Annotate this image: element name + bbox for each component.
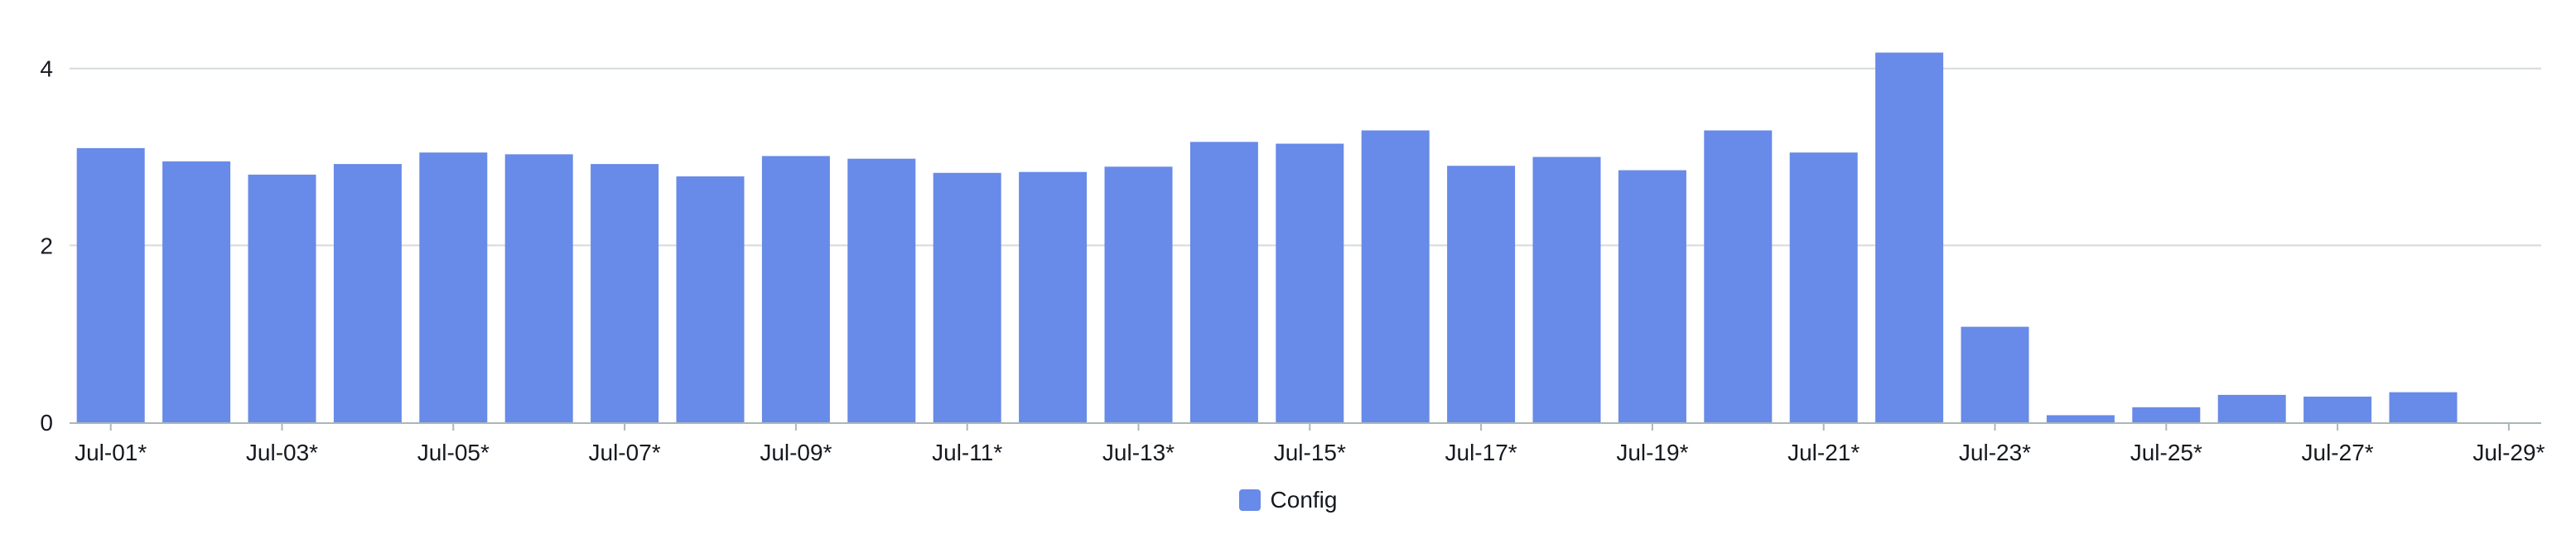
bar-jul-19[interactable] — [1618, 170, 1686, 422]
bar-jul-22[interactable] — [1875, 52, 1944, 423]
y-tick-label: 0 — [40, 410, 53, 436]
bar-jul-26[interactable] — [2217, 394, 2286, 422]
bar-jul-03[interactable] — [248, 174, 316, 422]
bar-jul-07[interactable] — [591, 164, 659, 422]
bar-jul-23[interactable] — [1961, 326, 2029, 422]
bar-jul-06[interactable] — [504, 154, 573, 422]
bar-jul-08[interactable] — [676, 176, 745, 422]
bar-jul-02[interactable] — [162, 161, 231, 423]
bar-jul-21[interactable] — [1789, 152, 1858, 423]
x-tick-label: Jul-21* — [1787, 440, 1860, 465]
x-tick-label: Jul-01* — [75, 440, 147, 465]
x-tick-label: Jul-11* — [932, 440, 1002, 465]
bar-jul-15[interactable] — [1276, 143, 1344, 423]
bar-jul-04[interactable] — [333, 164, 402, 422]
x-tick-label: Jul-09* — [760, 440, 832, 465]
x-tick-label: Jul-05* — [417, 440, 490, 465]
bar-jul-17[interactable] — [1447, 166, 1516, 422]
bar-jul-18[interactable] — [1532, 156, 1601, 422]
axes: 0 2 4 Jul-01* Jul-03* Jul-05* Jul-07* Jul-09* Ju… — [40, 56, 2545, 465]
bar-jul-25[interactable] — [2132, 407, 2201, 422]
y-tick-label: 2 — [40, 233, 53, 258]
bar-jul-11[interactable] — [933, 172, 1001, 423]
x-tick-label: Jul-03* — [246, 440, 318, 465]
bar-jul-20[interactable] — [1704, 130, 1773, 423]
x-tick-label: Jul-15* — [1274, 440, 1346, 465]
bar-jul-12[interactable] — [1019, 171, 1088, 423]
bar-jul-27[interactable] — [2303, 397, 2372, 422]
bar-jul-13[interactable] — [1104, 166, 1173, 422]
bar-jul-28[interactable] — [2389, 392, 2458, 422]
x-tick-label: Jul-07* — [589, 440, 661, 465]
bar-jul-01[interactable] — [76, 147, 145, 422]
x-tick-label: Jul-27* — [2302, 440, 2374, 465]
legend-label-config: Config — [1270, 487, 1338, 513]
x-tick-label: Jul-23* — [1959, 440, 2031, 465]
x-tick-label: Jul-25* — [2130, 440, 2202, 465]
bar-series-config — [76, 52, 2458, 423]
bar-jul-16[interactable] — [1361, 130, 1430, 423]
chart-legend[interactable]: Config — [0, 487, 2576, 513]
x-tick-label: Jul-13* — [1102, 440, 1175, 465]
bar-jul-24[interactable] — [2046, 415, 2115, 422]
bar-jul-09[interactable] — [761, 156, 830, 422]
bar-jul-14[interactable] — [1189, 142, 1258, 423]
x-tick-label: Jul-29* — [2472, 440, 2545, 465]
y-tick-label: 4 — [40, 56, 53, 82]
x-tick-label: Jul-19* — [1616, 440, 1688, 465]
bar-jul-05[interactable] — [419, 152, 488, 423]
x-tick-label: Jul-17* — [1445, 440, 1517, 465]
bar-jul-10[interactable] — [847, 158, 916, 422]
legend-swatch-config — [1238, 489, 1261, 511]
